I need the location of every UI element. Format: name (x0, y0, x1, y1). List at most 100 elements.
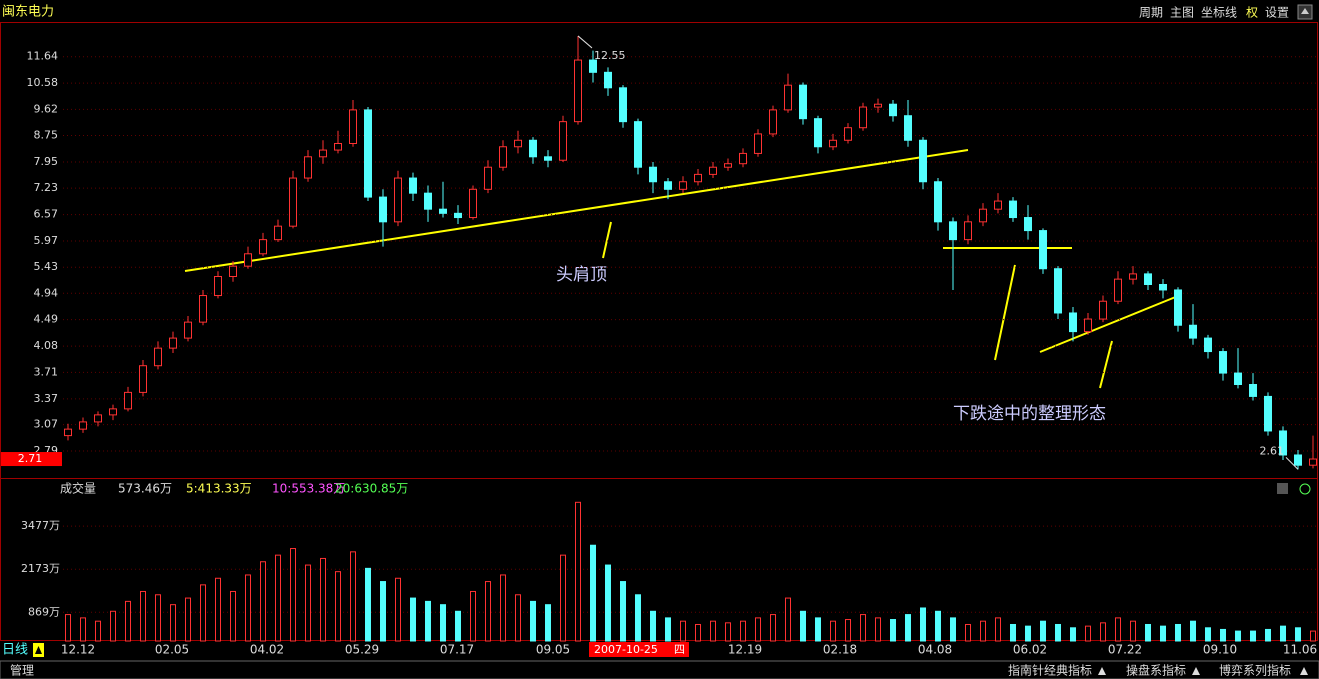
y-tick-label: 869万 (28, 605, 60, 618)
volume-bar (410, 597, 416, 642)
stock-name: 闽东电力 (2, 5, 54, 20)
pane-button[interactable] (1277, 483, 1288, 494)
pointer (1099, 340, 1113, 389)
y-tick-label: 4.94 (34, 286, 59, 299)
candle-body (349, 109, 357, 144)
volume-bar (830, 620, 836, 642)
volume-bar (470, 590, 476, 642)
candle-body (619, 87, 627, 123)
candle-body (1054, 268, 1062, 314)
candle-body (214, 275, 222, 297)
pointer (1285, 457, 1299, 470)
volume-bar (515, 594, 521, 642)
volume-bar (335, 571, 341, 642)
x-tick-label: 07.17 (440, 643, 474, 657)
volume-bar (950, 617, 956, 642)
volume-bar (65, 614, 71, 642)
candle-body (694, 173, 702, 183)
volume-bar (1175, 623, 1181, 642)
candle-body (844, 127, 852, 141)
volume-bar (1085, 625, 1091, 642)
x-tick-label: 11.06 (1283, 643, 1317, 657)
candle-body (529, 139, 537, 158)
x-tick-label: 04.08 (918, 643, 952, 657)
channel-line (1039, 295, 1179, 353)
x-tick-label: 02.05 (155, 643, 189, 657)
candle-body (499, 146, 507, 168)
volume-bar (95, 620, 101, 642)
candle-body (484, 166, 492, 190)
candle-body (229, 265, 237, 277)
tab[interactable]: 博弈系列指标 (1219, 663, 1291, 678)
volume-bar (170, 604, 176, 642)
zoom-button[interactable] (1299, 483, 1311, 495)
volume-bar (1025, 625, 1031, 642)
volume-bar (635, 594, 641, 642)
volume-bar (320, 557, 326, 642)
candle-body (64, 428, 72, 437)
price-pane (0, 22, 1318, 479)
volume-bar (1280, 625, 1286, 642)
candle-body (949, 221, 957, 241)
candle-body (454, 212, 462, 219)
candle-body (139, 365, 147, 393)
volume-legend: 5:413.33万 (186, 482, 252, 496)
menu-item[interactable]: 主图 (1170, 6, 1194, 20)
y-tick-label: 3.07 (34, 418, 59, 431)
volume-bar (200, 584, 206, 642)
x-tick-label: 05.29 (345, 643, 379, 657)
candle-body (1009, 200, 1017, 219)
volume-bar (545, 604, 551, 642)
menu-item[interactable]: 坐标线 (1201, 6, 1237, 20)
volume-bar (995, 617, 1001, 642)
candle-body (1174, 289, 1182, 326)
x-tick-label: 09.05 (536, 643, 570, 657)
volume-bar (275, 554, 281, 642)
tab[interactable]: 操盘系指标 (1126, 663, 1186, 678)
candle-body (799, 84, 807, 120)
volume-bar (1190, 620, 1196, 642)
candle-body (574, 59, 582, 123)
candle-body (1189, 324, 1197, 339)
volume-bar (230, 590, 236, 642)
candle-body (634, 121, 642, 168)
candle-body (259, 239, 267, 255)
volume-bar (740, 620, 746, 642)
candle-body (829, 139, 837, 148)
candle-body (1264, 395, 1272, 432)
x-tick-label: 12.12 (61, 643, 95, 657)
menu-item[interactable]: 周期 (1139, 6, 1163, 20)
period-label[interactable]: 日线 (2, 643, 28, 658)
volume-bar (380, 581, 386, 642)
cursor-date-box (589, 642, 689, 657)
cursor-date: 2007-10-25 (594, 643, 658, 656)
y-tick-label: 11.64 (27, 50, 59, 63)
candle-body (79, 421, 87, 430)
volume-bar (125, 600, 131, 642)
candle-body (814, 118, 822, 148)
menu-item[interactable]: 设置 (1265, 6, 1289, 20)
volume-bar (755, 617, 761, 642)
candle-body (94, 414, 102, 423)
volume-pane (0, 478, 1318, 641)
volume-bar (575, 501, 581, 642)
volume-bar (1235, 630, 1241, 642)
menu-item[interactable]: 权 (1246, 6, 1258, 20)
tab[interactable]: 管理 (10, 663, 34, 678)
volume-bar (725, 622, 731, 642)
pointer (994, 264, 1016, 361)
candle-body (664, 181, 672, 190)
volume-bar (905, 614, 911, 642)
x-tick-label: 04.02 (250, 643, 284, 657)
volume-bar (860, 614, 866, 642)
candle-body (589, 59, 597, 73)
pointer (577, 35, 593, 49)
y-tick-label: 9.62 (34, 102, 59, 115)
volume-legend: 573.46万 (118, 482, 172, 496)
current-price-box (1, 452, 62, 467)
tab[interactable]: 指南针经典指标 (1008, 663, 1092, 678)
candle-body (724, 163, 732, 168)
volume-bar (260, 561, 266, 642)
volume-bar (155, 594, 161, 642)
volume-bar (500, 574, 506, 642)
